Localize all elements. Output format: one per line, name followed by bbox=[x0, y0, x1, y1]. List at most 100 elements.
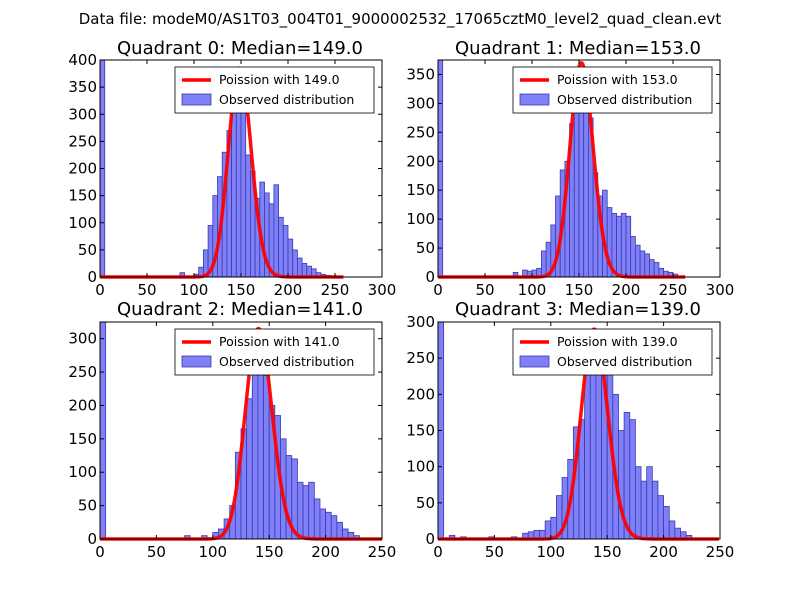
x-tick-label: 100 bbox=[518, 281, 547, 299]
y-tick-label: 350 bbox=[68, 78, 97, 96]
histogram-bar bbox=[302, 485, 310, 540]
y-tick-label: 0 bbox=[87, 530, 97, 548]
y-tick-label: 200 bbox=[68, 396, 97, 414]
quadrant-0-panel: Quadrant 0: Median=149.0 0 50 100 150 200 250… bbox=[68, 38, 396, 299]
quadrant-0-title: Quadrant 0: Median=149.0 bbox=[117, 38, 363, 59]
histogram-bar bbox=[573, 88, 580, 278]
histogram-bar bbox=[657, 495, 665, 540]
x-tick-label: 50 bbox=[147, 543, 166, 561]
histogram-bar bbox=[620, 212, 627, 278]
legend-observed-label: Observed distribution bbox=[557, 92, 692, 107]
legend-bar-swatch bbox=[519, 355, 550, 368]
histogram-bar bbox=[273, 184, 279, 278]
y-tick-label: 200 bbox=[68, 160, 97, 178]
x-tick-label: 0 bbox=[95, 281, 105, 299]
y-tick-label: 150 bbox=[68, 187, 97, 205]
y-tick-label: 300 bbox=[68, 105, 97, 123]
x-tick-label: 0 bbox=[433, 543, 443, 561]
quadrant-1-panel: Quadrant 1: Median=153.0 0 50 100 150 200 250… bbox=[406, 38, 734, 299]
quadrant-3-plot: 0 50 100 150 200 250 0 50 100 150 200 250 300 Poissio… bbox=[406, 313, 734, 561]
legend-bar-swatch bbox=[181, 355, 212, 368]
histogram-bar bbox=[301, 263, 308, 278]
histogram-bar bbox=[246, 398, 253, 540]
quadrant-2-panel: Quadrant 2: Median=141.0 0 50 100 150 200 250… bbox=[68, 299, 396, 561]
x-tick-label: 300 bbox=[706, 281, 735, 299]
legend-poisson-label: Poission with 141.0 bbox=[219, 334, 340, 349]
quadrant-1-plot: 0 50 100 150 200 250 300 0 50 100 150 200 250 300 350 P… bbox=[406, 59, 735, 299]
x-tick-label: 200 bbox=[612, 281, 641, 299]
y-tick-label: 0 bbox=[87, 268, 97, 286]
legend-bar-swatch bbox=[181, 93, 212, 106]
y-tick-label: 350 bbox=[406, 65, 435, 83]
histogram-bar bbox=[639, 250, 646, 278]
histogram-bar bbox=[663, 506, 670, 540]
legend-poisson-label: Poission with 149.0 bbox=[219, 72, 340, 87]
y-tick-label: 50 bbox=[78, 241, 97, 259]
histogram-bar bbox=[649, 259, 655, 278]
figure-suptitle: Data file: modeM0/AS1T03_004T01_90000025… bbox=[79, 10, 722, 29]
histogram-bar bbox=[319, 508, 326, 540]
y-tick-label: 100 bbox=[68, 214, 97, 232]
legend-observed-label: Observed distribution bbox=[219, 92, 354, 107]
y-tick-label: 250 bbox=[406, 123, 435, 141]
histogram-bar bbox=[544, 520, 552, 540]
histogram-bar bbox=[308, 481, 315, 540]
histogram-bar bbox=[292, 249, 298, 278]
histogram-bar bbox=[583, 91, 589, 278]
x-tick-label: 0 bbox=[433, 281, 443, 299]
y-tick-label: 200 bbox=[406, 385, 435, 403]
x-tick-label: 300 bbox=[368, 281, 397, 299]
legend-poisson-label: Poission with 139.0 bbox=[557, 334, 678, 349]
legend: Poission with 141.0 Observed distribution bbox=[174, 328, 375, 376]
y-tick-label: 400 bbox=[68, 51, 97, 69]
histogram-bar bbox=[99, 321, 107, 540]
y-tick-label: 300 bbox=[68, 330, 97, 348]
y-tick-label: 100 bbox=[406, 458, 435, 476]
quadrant-3-panel: Quadrant 3: Median=139.0 0 50 100 150 200 250… bbox=[406, 299, 734, 561]
histogram-bar bbox=[245, 154, 251, 278]
histogram-bar bbox=[336, 521, 343, 540]
y-tick-label: 250 bbox=[68, 363, 97, 381]
histogram-bar bbox=[625, 215, 632, 278]
y-tick-label: 150 bbox=[406, 422, 435, 440]
histogram-bar bbox=[296, 481, 304, 540]
histogram-bar bbox=[629, 419, 636, 540]
y-tick-label: 250 bbox=[406, 349, 435, 367]
x-tick-label: 0 bbox=[95, 543, 105, 561]
x-tick-label: 150 bbox=[227, 281, 256, 299]
histogram-bar bbox=[668, 520, 676, 540]
x-tick-label: 200 bbox=[311, 543, 340, 561]
y-tick-label: 50 bbox=[416, 239, 435, 257]
histogram-bar bbox=[282, 225, 289, 278]
histogram-bar bbox=[287, 238, 294, 278]
histogram-bar bbox=[635, 466, 642, 540]
legend-bar-swatch bbox=[519, 93, 550, 106]
quadrant-1-title: Quadrant 1: Median=153.0 bbox=[455, 38, 701, 59]
x-tick-label: 100 bbox=[536, 543, 565, 561]
histogram-bar bbox=[240, 103, 247, 278]
histogram-bar bbox=[630, 236, 636, 278]
axes-frame bbox=[99, 321, 383, 540]
y-tick-label: 100 bbox=[406, 210, 435, 228]
histogram-bar bbox=[635, 244, 641, 278]
histogram-bar bbox=[618, 430, 625, 540]
x-tick-label: 250 bbox=[706, 543, 735, 561]
histogram-bar bbox=[541, 250, 547, 278]
y-tick-label: 100 bbox=[68, 463, 97, 481]
legend-observed-label: Observed distribution bbox=[219, 354, 354, 369]
histogram-bar bbox=[640, 480, 648, 540]
y-tick-label: 300 bbox=[406, 94, 435, 112]
y-tick-label: 200 bbox=[406, 152, 435, 170]
y-tick-label: 150 bbox=[68, 430, 97, 448]
histogram-bar bbox=[278, 216, 284, 278]
x-tick-label: 50 bbox=[485, 543, 504, 561]
x-tick-label: 50 bbox=[475, 281, 494, 299]
quadrant-3-title: Quadrant 3: Median=139.0 bbox=[455, 299, 701, 320]
x-tick-label: 150 bbox=[565, 281, 594, 299]
histogram-bar bbox=[325, 511, 332, 540]
quadrant-2-title: Quadrant 2: Median=141.0 bbox=[117, 299, 363, 320]
histogram-bar bbox=[437, 59, 444, 278]
y-tick-label: 250 bbox=[68, 132, 97, 150]
y-tick-label: 300 bbox=[406, 313, 435, 331]
